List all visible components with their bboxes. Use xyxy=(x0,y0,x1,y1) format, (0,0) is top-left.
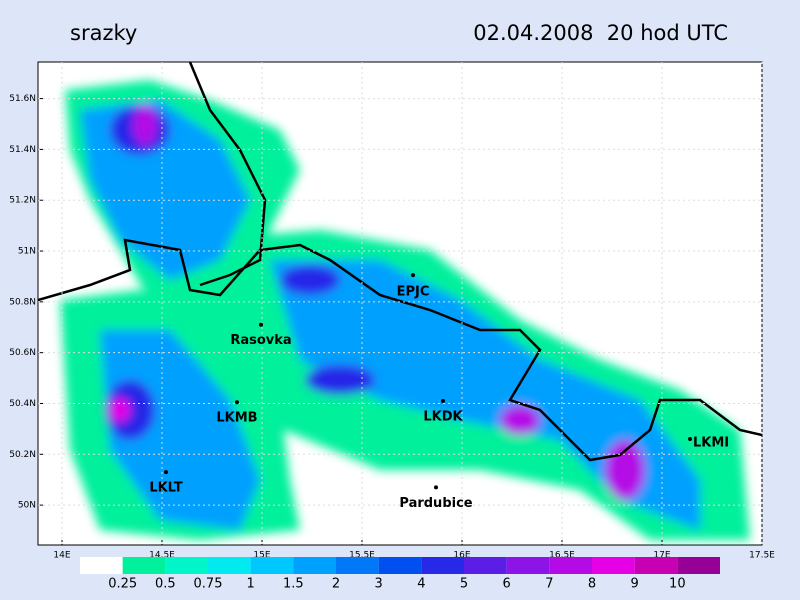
legend-swatch xyxy=(80,557,123,574)
x-tick-label: 16E xyxy=(453,551,470,561)
legend: 0.25 0.5 0.75 1 1.5 2 3 4 5 6 7 8 9 10 xyxy=(80,557,720,592)
x-tick-label: 17E xyxy=(653,551,670,561)
legend-swatch xyxy=(464,557,507,574)
legend-swatch xyxy=(208,557,251,574)
station-dot xyxy=(411,273,415,278)
legend-swatch xyxy=(122,557,166,574)
station-dot xyxy=(434,485,438,490)
station-dot xyxy=(688,437,692,442)
legend-label: 0.5 xyxy=(155,577,176,592)
legend-label: 3 xyxy=(375,577,383,592)
legend-label: 10 xyxy=(669,577,686,592)
legend-label: 4 xyxy=(417,577,425,592)
station-dot xyxy=(259,322,263,327)
precip-field xyxy=(38,62,762,540)
station-label: LKDK xyxy=(423,409,463,424)
x-tick-label: 14E xyxy=(53,551,70,561)
y-tick-label: 50N xyxy=(18,501,36,511)
legend-label: 0.75 xyxy=(194,577,223,592)
legend-swatch xyxy=(293,557,336,574)
legend-label: 9 xyxy=(631,577,639,592)
y-tick-label: 51.2N xyxy=(9,196,36,206)
legend-swatch xyxy=(421,557,464,574)
x-tick-label: 16.5E xyxy=(549,551,575,561)
station-label: LKMB xyxy=(216,411,257,426)
legend-swatch xyxy=(592,557,635,574)
x-tick-label: 15.5E xyxy=(349,551,375,561)
legend-swatch xyxy=(165,557,208,574)
legend-label: 0.25 xyxy=(108,577,137,592)
station-label: LKMI xyxy=(693,436,729,451)
y-tick-label: 50.2N xyxy=(9,450,36,460)
legend-label: 7 xyxy=(545,577,553,592)
y-tick-label: 50.8N xyxy=(9,297,36,307)
legend-swatch xyxy=(506,557,550,574)
station-label: EPJC xyxy=(397,285,430,300)
legend-label: 5 xyxy=(460,577,468,592)
x-tick-label: 17.5E xyxy=(749,551,775,561)
x-tick-label: 15E xyxy=(253,551,270,561)
y-tick-label: 51.4N xyxy=(9,145,36,155)
legend-swatch xyxy=(677,557,720,574)
station-dot xyxy=(235,400,239,405)
legend-swatch xyxy=(250,557,294,574)
title: srazky xyxy=(70,21,137,45)
legend-label: 8 xyxy=(588,577,596,592)
legend-label: 1.5 xyxy=(283,577,304,592)
station-label: Rasovka xyxy=(230,333,291,348)
legend-swatch xyxy=(549,557,592,574)
y-tick-label: 51N xyxy=(18,247,36,257)
axes: 14E 14.5E 15E 15.5E 16E 16.5E 17E 17.5E 50N 50.2N… xyxy=(9,62,775,561)
legend-label: 2 xyxy=(332,577,340,592)
y-tick-label: 51.6N xyxy=(9,94,36,104)
y-tick-label: 50.4N xyxy=(9,399,36,409)
y-tick-label: 50.6N xyxy=(9,348,36,358)
legend-swatch xyxy=(634,557,678,574)
station-label: Pardubice xyxy=(399,496,472,511)
station-label: LKLT xyxy=(149,481,182,496)
legend-swatch xyxy=(378,557,422,574)
legend-label: 1 xyxy=(247,577,255,592)
legend-label: 6 xyxy=(503,577,511,592)
x-tick-label: 14.5E xyxy=(149,551,175,561)
station-dot xyxy=(164,470,168,475)
subtitle: 02.04.2008 20 hod UTC xyxy=(473,21,728,45)
legend-swatch xyxy=(336,557,379,574)
station-dot xyxy=(441,398,445,403)
